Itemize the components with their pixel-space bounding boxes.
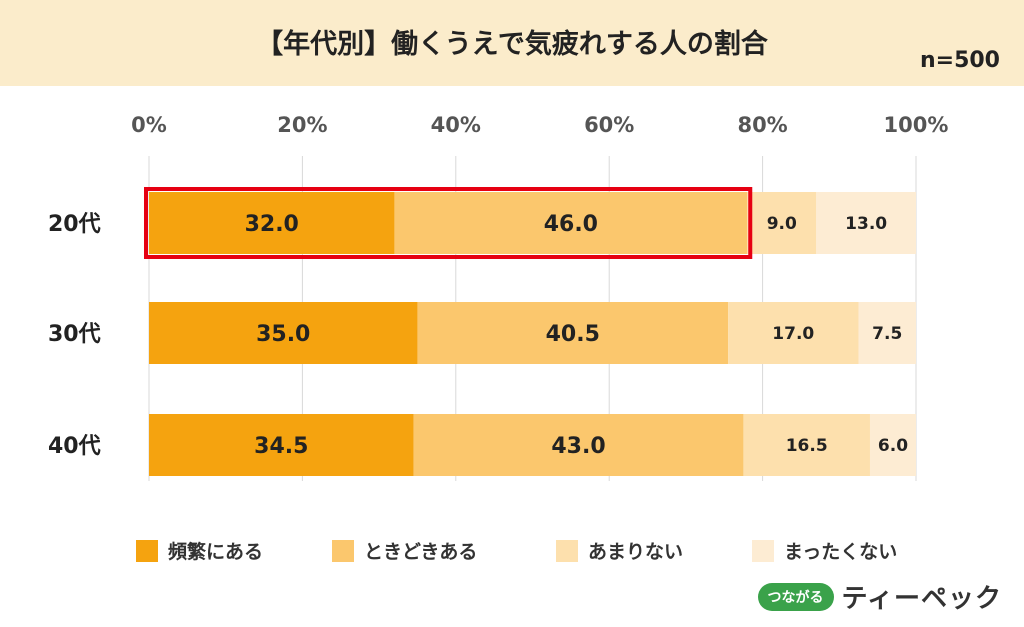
bar-segment-rarely: [747, 192, 817, 254]
x-tick-label: 60%: [584, 113, 634, 137]
bar-segment-rarely: [728, 302, 859, 364]
data-label: 35.0: [256, 322, 310, 347]
data-label: 7.5: [872, 324, 902, 344]
x-tick-label: 80%: [737, 113, 787, 137]
highlight-box: [144, 187, 753, 259]
bar-segment-frequent: [149, 302, 418, 364]
x-tick-label: 40%: [431, 113, 481, 137]
logo-badge: つながる: [757, 582, 834, 611]
legend-swatch-sometimes: [332, 539, 354, 562]
legend-label-rarely: あまりない: [588, 541, 684, 563]
data-label: 34.5: [254, 434, 308, 459]
data-label: 16.5: [786, 436, 828, 456]
category-label: 40代: [48, 434, 101, 459]
brand-logo: つながる ティーペック: [757, 578, 1002, 615]
title-banner: 【年代別】働くうえで気疲れする人の割合 n=500: [0, 0, 1024, 86]
data-label: 40.5: [546, 322, 600, 347]
legend-label-frequent: 頻繁にある: [168, 541, 264, 563]
data-label: 43.0: [551, 434, 605, 459]
bar-segment-frequent: [149, 414, 414, 476]
bar-segment-sometimes: [413, 414, 744, 476]
data-label: 17.0: [772, 324, 814, 344]
bar-segment-rarely: [743, 414, 870, 476]
bar-segment-never: [869, 414, 916, 476]
legend-swatch-never: [752, 539, 774, 562]
bar-segment-sometimes: [394, 192, 748, 254]
x-tick-label: 20%: [277, 113, 327, 137]
data-label: 46.0: [544, 212, 598, 237]
legend-swatch-frequent: [136, 539, 158, 562]
legend-label-never: まったくない: [784, 541, 898, 563]
legend-item-rarely: あまりない: [556, 537, 683, 564]
legend-item-sometimes: ときどきある: [332, 537, 477, 564]
legend-item-frequent: 頻繁にある: [136, 537, 263, 564]
data-label: 32.0: [245, 212, 299, 237]
stacked-bar-chart: 0% 20% 40% 60% 80% 100% 20代 32.0 46.0 9.0 13.0 30代 3…: [48, 113, 949, 481]
x-tick-label: 100%: [884, 113, 949, 137]
legend-label-sometimes: ときどきある: [364, 541, 478, 563]
legend-swatch-rarely: [556, 539, 578, 562]
category-label: 20代: [48, 212, 101, 237]
legend-item-never: まったくない: [752, 537, 897, 564]
data-label: 9.0: [767, 214, 797, 234]
category-label: 30代: [48, 322, 101, 347]
bar-segment-never: [858, 302, 916, 364]
data-label: 6.0: [878, 436, 908, 456]
x-tick-label: 0%: [131, 113, 167, 137]
legend: 頻繁にある ときどきある あまりない まったくない: [0, 537, 1024, 567]
bar-segment-frequent: [149, 192, 395, 254]
logo-name: ティーペック: [841, 584, 1002, 614]
sample-size-label: n=500: [919, 48, 1000, 73]
data-label: 13.0: [845, 214, 887, 234]
chart-title: 【年代別】働くうえで気疲れする人の割合: [256, 29, 768, 60]
bar-segment-never: [816, 192, 916, 254]
bar-segment-sometimes: [417, 302, 729, 364]
